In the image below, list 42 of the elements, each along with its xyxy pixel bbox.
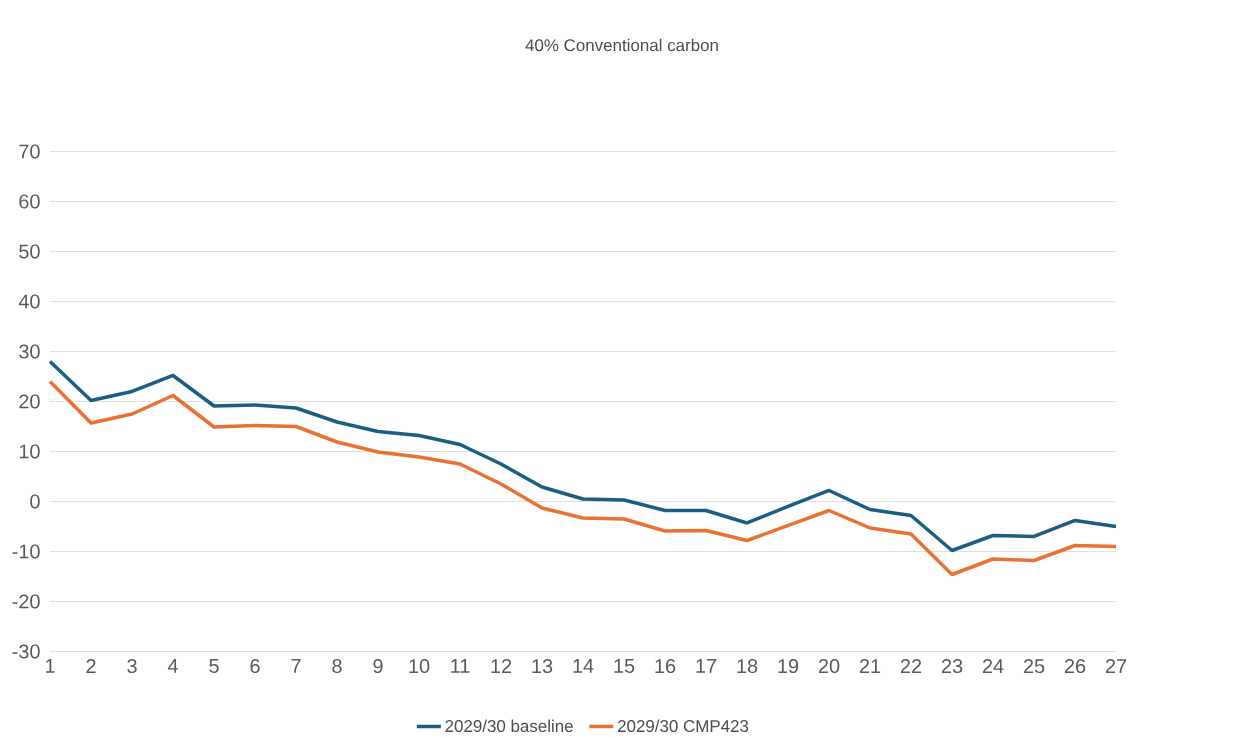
y-tick-label: 50 <box>19 244 40 259</box>
y-tick-label: 0 <box>30 494 40 509</box>
x-tick-label: 3 <box>127 658 137 673</box>
y-tick-label: 10 <box>19 444 40 459</box>
line-series <box>48 359 1118 553</box>
x-tick-label: 17 <box>696 658 717 673</box>
chart-title: 40% Conventional carbon <box>525 38 718 52</box>
x-tick-label: 7 <box>291 658 301 673</box>
x-tick-label: 9 <box>373 658 383 673</box>
x-tick-label: 26 <box>1064 658 1086 673</box>
y-tick-label: -30 <box>12 644 40 659</box>
x-tick-label: 27 <box>1105 658 1127 673</box>
x-tick-label: 19 <box>778 658 799 673</box>
x-tick-label: 4 <box>167 658 178 673</box>
x-tick-label: 11 <box>451 658 470 673</box>
y-tick-label: 40 <box>18 294 40 309</box>
x-tick-label: 15 <box>614 658 635 673</box>
y-tick-label: 70 <box>19 144 40 159</box>
x-tick-label: 25 <box>1023 658 1045 673</box>
x-tick-label: 8 <box>332 658 342 673</box>
x-tick-label: 23 <box>941 658 963 673</box>
y-tick-label: -20 <box>12 594 40 609</box>
x-tick-label: 2 <box>86 658 96 673</box>
x-tick-label: 24 <box>982 658 1004 673</box>
x-tick-label: 12 <box>491 658 512 673</box>
x-tick-label: 18 <box>737 658 758 673</box>
x-tick-label: 21 <box>859 658 881 673</box>
y-tick-label: -10 <box>12 544 40 559</box>
y-tick-label: 20 <box>19 394 40 409</box>
x-tick-label: 16 <box>655 658 676 673</box>
legend-label: 2029/30 CMP423 <box>617 719 749 732</box>
x-tick-label: 10 <box>409 658 430 673</box>
x-tick-label: 5 <box>209 658 219 673</box>
y-tick-label: 60 <box>19 194 40 209</box>
x-tick-label: 20 <box>818 658 840 673</box>
x-tick-label: 1 <box>46 658 55 673</box>
x-tick-label: 14 <box>573 658 594 673</box>
y-tick-label: 30 <box>19 344 40 359</box>
legend-label: 2029/30 baseline <box>445 719 573 732</box>
x-tick-label: 13 <box>532 658 553 673</box>
x-tick-label: 6 <box>250 658 260 673</box>
x-tick-label: 22 <box>900 658 922 673</box>
